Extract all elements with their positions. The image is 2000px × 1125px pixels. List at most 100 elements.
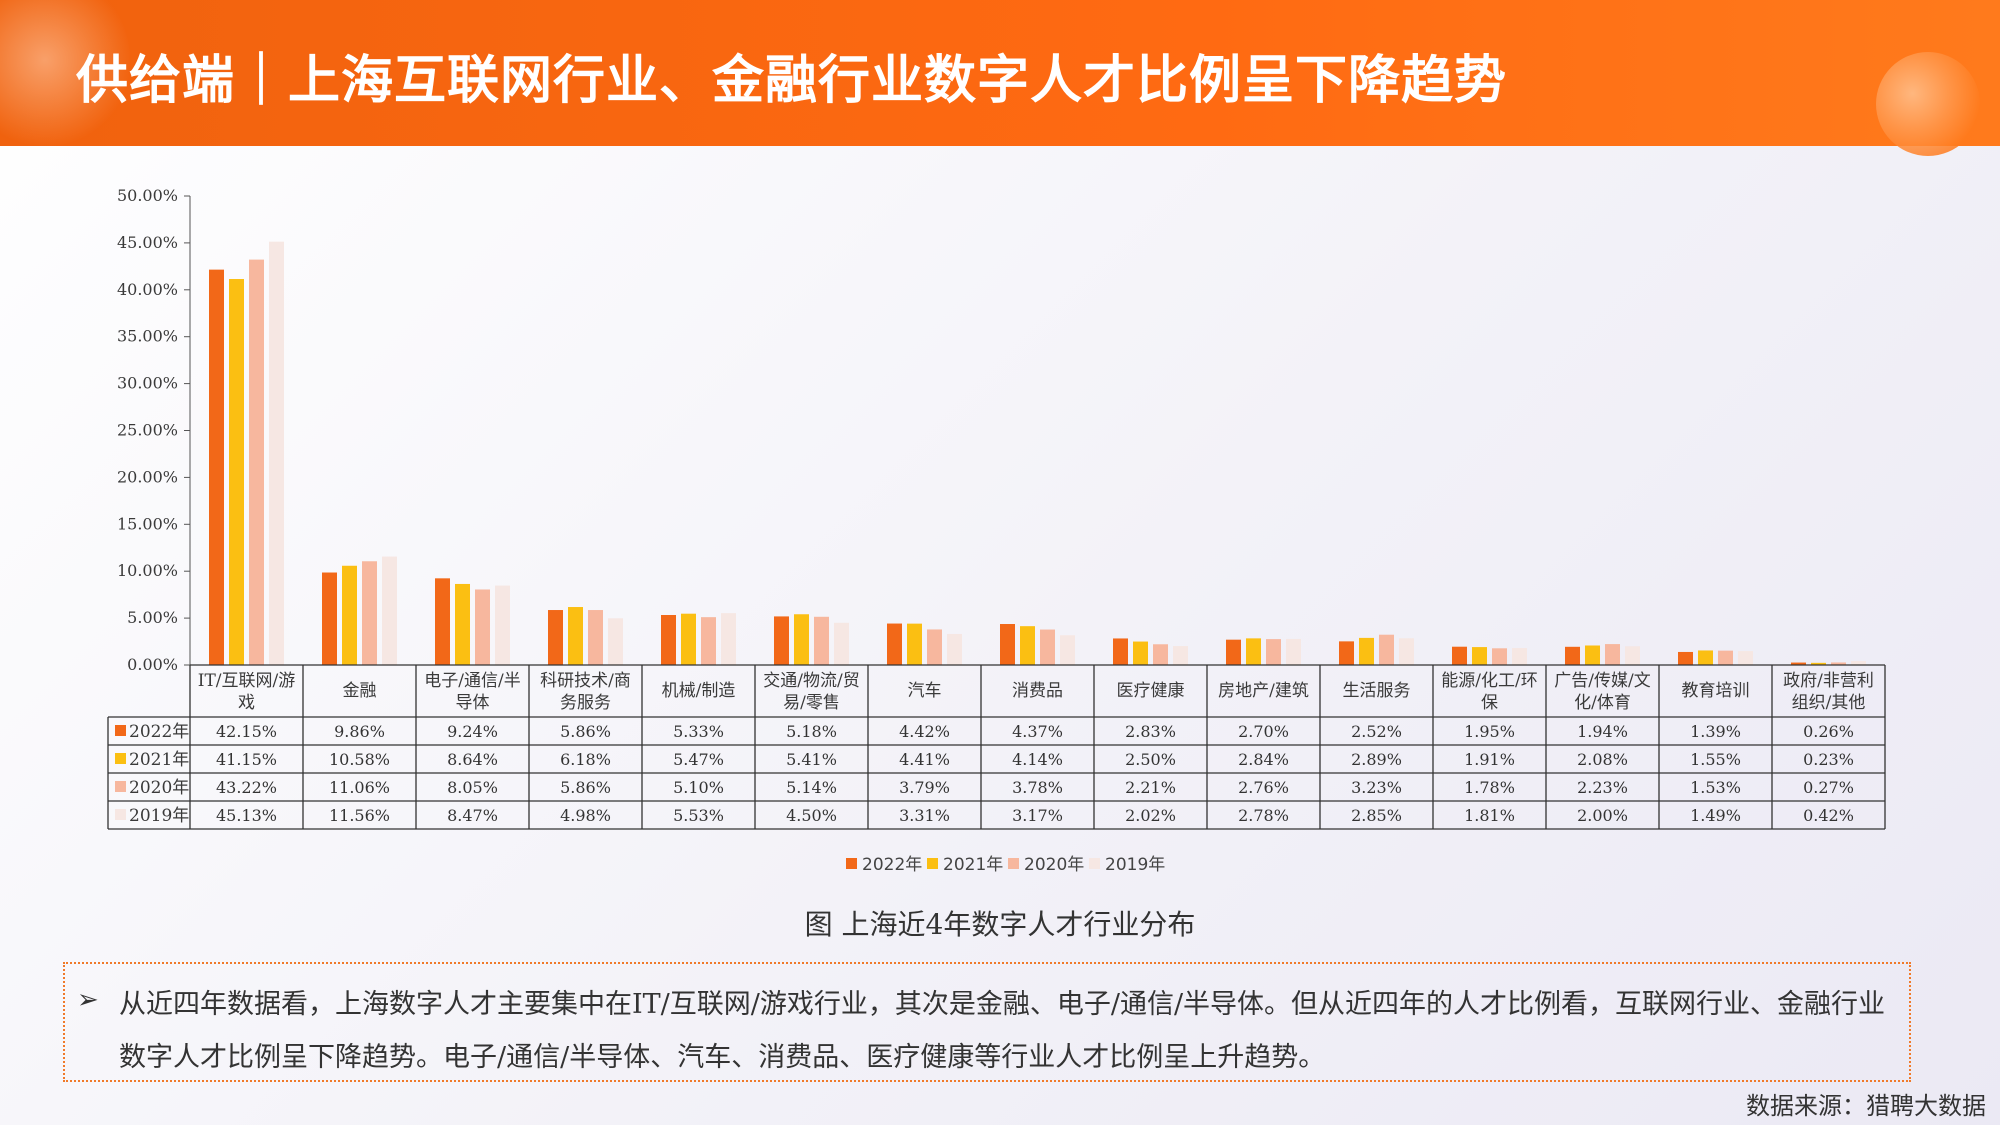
table-row-label: 2019年 bbox=[129, 806, 189, 826]
table-cell: 0.27% bbox=[1803, 778, 1854, 797]
category-label: 教育培训 bbox=[1682, 681, 1750, 701]
table-cell: 2.00% bbox=[1577, 806, 1628, 825]
legend-label: 2020年 bbox=[1024, 855, 1084, 875]
table-cell: 2.21% bbox=[1125, 778, 1176, 797]
table-cell: 5.18% bbox=[786, 722, 837, 741]
bar bbox=[209, 269, 224, 665]
table-cell: 5.14% bbox=[786, 778, 837, 797]
bar bbox=[1040, 629, 1055, 665]
header-banner: 供给端｜上海互联网行业、金融行业数字人才比例呈下降趋势 bbox=[0, 0, 2000, 156]
bar bbox=[661, 615, 676, 665]
category-label: 政府/非营利 bbox=[1783, 671, 1874, 691]
bar bbox=[588, 610, 603, 665]
data-source: 数据来源：猎聘大数据 bbox=[1746, 1092, 1986, 1120]
bar bbox=[1173, 646, 1188, 665]
table-cell: 1.94% bbox=[1577, 722, 1628, 741]
bar bbox=[794, 614, 809, 665]
table-cell: 4.50% bbox=[786, 806, 837, 825]
table-cell: 1.91% bbox=[1464, 750, 1515, 769]
bar bbox=[681, 613, 696, 665]
bar bbox=[249, 259, 264, 665]
table-cell: 0.26% bbox=[1803, 722, 1854, 741]
bar bbox=[1339, 641, 1354, 665]
table-cell: 5.53% bbox=[673, 806, 724, 825]
bar bbox=[568, 607, 583, 665]
category-label: 科研技术/商 bbox=[540, 671, 631, 691]
table-legend-key bbox=[115, 725, 126, 736]
bar bbox=[947, 633, 962, 665]
table-cell: 4.14% bbox=[1012, 750, 1063, 769]
legend-swatch bbox=[846, 858, 857, 869]
page-title: 供给端｜上海互联网行业、金融行业数字人才比例呈下降趋势 bbox=[76, 51, 1508, 111]
bar bbox=[229, 279, 244, 665]
table-cell: 5.86% bbox=[560, 722, 611, 741]
legend-swatch bbox=[1089, 858, 1100, 869]
bar bbox=[1791, 662, 1806, 665]
table-cell: 8.64% bbox=[447, 750, 498, 769]
bar bbox=[382, 556, 397, 665]
category-label: 广告/传媒/文 bbox=[1554, 671, 1650, 691]
y-tick-label: 30.00% bbox=[117, 374, 178, 393]
bar bbox=[1000, 624, 1015, 665]
category-label: 消费品 bbox=[1012, 681, 1063, 701]
table-cell: 2.76% bbox=[1238, 778, 1289, 797]
y-tick-label: 45.00% bbox=[117, 233, 178, 252]
category-label: 导体 bbox=[456, 693, 490, 713]
category-label: 房地产/建筑 bbox=[1218, 681, 1309, 701]
table-cell: 1.53% bbox=[1690, 778, 1741, 797]
bar-chart: 0.00% 5.00% 10.00% 15.00% 20.00% 25.00% 30.00%… bbox=[107, 186, 1886, 875]
bar bbox=[1399, 638, 1414, 665]
legend-swatch bbox=[1008, 858, 1019, 869]
table-legend-key bbox=[115, 809, 126, 820]
table-cell: 1.95% bbox=[1464, 722, 1515, 741]
table-cell: 1.81% bbox=[1464, 806, 1515, 825]
table-legend-key bbox=[115, 781, 126, 792]
category-label: 金融 bbox=[343, 681, 377, 701]
legend-swatch bbox=[927, 858, 938, 869]
bar bbox=[1492, 648, 1507, 665]
bar bbox=[1625, 646, 1640, 665]
table-cell: 2.78% bbox=[1238, 806, 1289, 825]
bar bbox=[1452, 646, 1467, 665]
table-cell: 42.15% bbox=[216, 722, 277, 741]
table-cell: 2.50% bbox=[1125, 750, 1176, 769]
bar bbox=[1113, 638, 1128, 665]
table-cell: 1.49% bbox=[1690, 806, 1741, 825]
bar bbox=[1718, 650, 1733, 665]
legend-label: 2019年 bbox=[1105, 855, 1165, 875]
bar bbox=[887, 623, 902, 665]
table-cell: 2.83% bbox=[1125, 722, 1176, 741]
bar bbox=[1226, 639, 1241, 665]
bar bbox=[1585, 645, 1600, 665]
bar bbox=[1379, 634, 1394, 665]
legend-label: 2021年 bbox=[943, 855, 1003, 875]
bar bbox=[1512, 648, 1527, 665]
category-label: 能源/化工/环 bbox=[1441, 671, 1537, 691]
bar bbox=[927, 629, 942, 665]
bar bbox=[1359, 637, 1374, 665]
y-tick-label: 15.00% bbox=[117, 514, 178, 533]
bar bbox=[322, 572, 337, 665]
bar bbox=[1020, 626, 1035, 665]
figure-caption: 图 上海近4年数字人才行业分布 bbox=[804, 908, 1196, 941]
bar bbox=[1060, 635, 1075, 665]
y-tick-label: 35.00% bbox=[117, 327, 178, 346]
table-cell: 6.18% bbox=[560, 750, 611, 769]
y-tick-label: 25.00% bbox=[117, 421, 178, 440]
bar bbox=[1286, 638, 1301, 665]
table-cell: 5.33% bbox=[673, 722, 724, 741]
bar bbox=[362, 561, 377, 665]
category-label: 交通/物流/贸 bbox=[763, 671, 859, 691]
bar bbox=[1565, 646, 1580, 665]
bar bbox=[1811, 662, 1826, 665]
bar bbox=[269, 241, 284, 665]
category-label: 务服务 bbox=[560, 693, 611, 713]
bar bbox=[1698, 650, 1713, 665]
category-label: 化/体育 bbox=[1574, 693, 1631, 713]
table-cell: 4.41% bbox=[899, 750, 950, 769]
table-cell: 2.85% bbox=[1351, 806, 1402, 825]
table-cell: 2.89% bbox=[1351, 750, 1402, 769]
table-row-label: 2022年 bbox=[129, 722, 189, 742]
bar bbox=[1605, 644, 1620, 665]
y-tick-label: 50.00% bbox=[117, 186, 178, 205]
